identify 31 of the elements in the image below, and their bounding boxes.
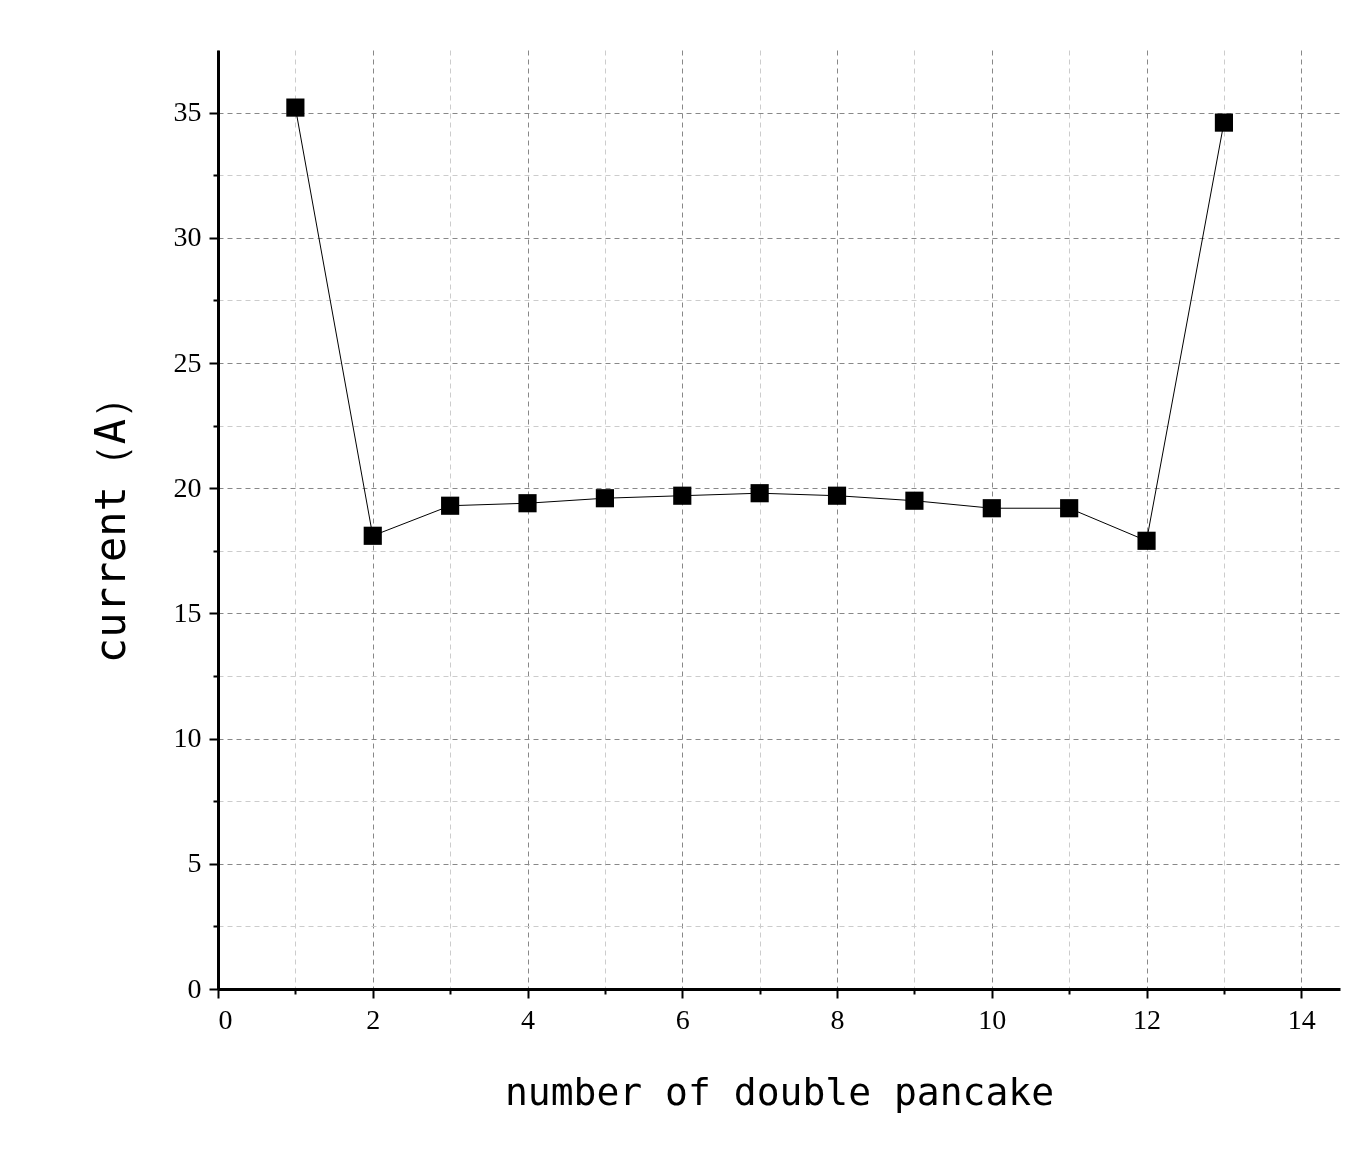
y-tick-label: 5 bbox=[187, 847, 202, 879]
point bbox=[1137, 531, 1156, 550]
x-axis-title: number of double pancake bbox=[504, 1069, 1055, 1114]
y-tick-label: 10 bbox=[173, 722, 202, 754]
point bbox=[905, 491, 924, 510]
y-tick-label: 20 bbox=[173, 471, 202, 503]
y-axis-title: current（A） bbox=[85, 376, 135, 664]
point bbox=[286, 98, 305, 117]
point bbox=[595, 489, 614, 508]
point bbox=[363, 526, 382, 545]
x-tick-label: 0 bbox=[218, 1003, 233, 1035]
y-tick-label: 15 bbox=[173, 596, 202, 628]
y-tick-label: 0 bbox=[187, 972, 202, 1004]
point bbox=[441, 496, 460, 515]
x-tick-label: 2 bbox=[366, 1003, 381, 1035]
x-tick-label: 8 bbox=[830, 1003, 845, 1035]
y-tick-label: 30 bbox=[173, 221, 202, 253]
x-tick-label: 14 bbox=[1287, 1003, 1316, 1035]
y-tick-label: 25 bbox=[173, 346, 202, 378]
x-tick-label: 12 bbox=[1133, 1003, 1162, 1035]
point bbox=[1060, 499, 1079, 518]
point bbox=[982, 499, 1001, 518]
x-tick-label: 10 bbox=[978, 1003, 1007, 1035]
point bbox=[827, 486, 847, 505]
point bbox=[518, 494, 537, 513]
x-tick-label: 6 bbox=[675, 1003, 690, 1035]
point bbox=[673, 486, 692, 505]
x-tick-label: 4 bbox=[521, 1003, 536, 1035]
point bbox=[1214, 113, 1234, 132]
y-tick-label: 35 bbox=[173, 96, 202, 128]
point bbox=[750, 484, 769, 503]
